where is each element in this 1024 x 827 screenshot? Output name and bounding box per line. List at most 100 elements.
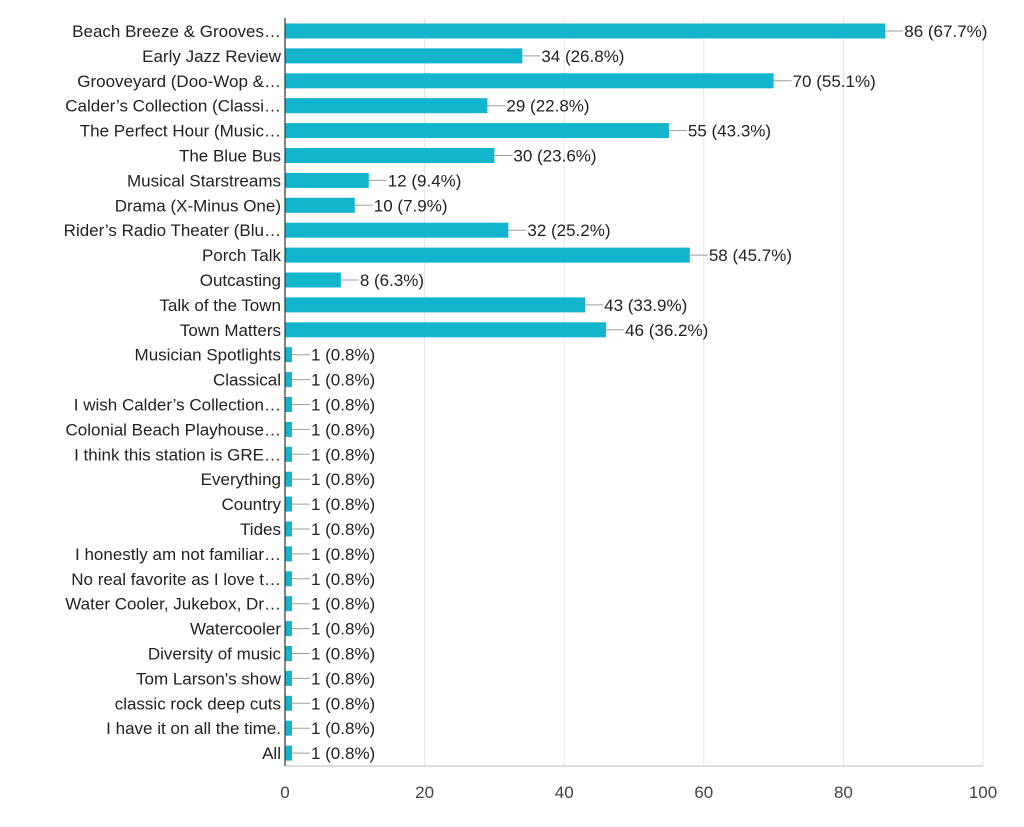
data-label: 1 (0.8%) bbox=[311, 396, 375, 415]
data-label: 1 (0.8%) bbox=[311, 420, 375, 439]
category-label: Water Cooler, Jukebox, Dr… bbox=[65, 595, 281, 614]
data-label: 10 (7.9%) bbox=[374, 196, 448, 215]
bar bbox=[285, 322, 607, 338]
category-label: The Perfect Hour (Music… bbox=[80, 122, 281, 141]
category-label: I think this station is GRE… bbox=[74, 445, 281, 464]
x-tick-label: 60 bbox=[694, 783, 713, 802]
data-label: 46 (36.2%) bbox=[625, 321, 708, 340]
bar bbox=[285, 48, 523, 64]
category-label: Rider’s Radio Theater (Blu… bbox=[64, 221, 281, 240]
x-tick-label: 40 bbox=[555, 783, 574, 802]
bar bbox=[285, 148, 495, 163]
category-label: Town Matters bbox=[180, 321, 281, 340]
bar bbox=[285, 247, 690, 263]
bar bbox=[285, 745, 292, 761]
category-label: I wish Calder’s Collection… bbox=[74, 396, 281, 415]
data-label: 1 (0.8%) bbox=[311, 620, 375, 639]
bar bbox=[285, 571, 292, 587]
category-label: I have it on all the time. bbox=[106, 719, 281, 738]
data-label: 58 (45.7%) bbox=[709, 246, 792, 265]
category-label: Musician Spotlights bbox=[135, 346, 281, 365]
category-label: Talk of the Town bbox=[159, 296, 281, 315]
gridlines bbox=[424, 18, 984, 766]
category-label: classic rock deep cuts bbox=[115, 694, 281, 713]
data-label: 1 (0.8%) bbox=[311, 545, 375, 564]
data-label: 1 (0.8%) bbox=[311, 694, 375, 713]
bar bbox=[285, 123, 669, 139]
data-label: 55 (43.3%) bbox=[688, 122, 771, 141]
category-label: Colonial Beach Playhouse… bbox=[66, 420, 281, 439]
category-label: No real favorite as I love t… bbox=[71, 570, 281, 589]
bars bbox=[285, 23, 886, 761]
x-tick-label: 20 bbox=[415, 783, 434, 802]
data-label: 1 (0.8%) bbox=[311, 570, 375, 589]
category-labels: Beach Breeze & Grooves… Early Jazz Review… bbox=[64, 22, 282, 763]
bar bbox=[285, 596, 292, 612]
data-label: 1 (0.8%) bbox=[311, 371, 375, 390]
bar bbox=[285, 272, 341, 288]
category-label: Beach Breeze & Grooves… bbox=[72, 22, 281, 41]
category-label: Watercooler bbox=[190, 620, 281, 639]
data-labels: 86 (67.7%) 34 (26.8%) 70 (55.1%) 29 (22.8%)… bbox=[291, 22, 987, 763]
bar bbox=[285, 297, 586, 313]
category-label: Porch Talk bbox=[202, 246, 282, 265]
bar bbox=[285, 23, 886, 39]
bar bbox=[285, 695, 292, 711]
bar bbox=[285, 471, 292, 487]
bar bbox=[285, 222, 509, 238]
data-label: 1 (0.8%) bbox=[311, 645, 375, 664]
bar bbox=[285, 521, 292, 537]
data-label: 70 (55.1%) bbox=[793, 72, 876, 91]
bar bbox=[285, 646, 292, 661]
category-label: Drama (X-Minus One) bbox=[115, 196, 281, 215]
data-label: 12 (9.4%) bbox=[388, 171, 462, 190]
x-tick-label: 80 bbox=[834, 783, 853, 802]
category-label: Early Jazz Review bbox=[142, 47, 282, 66]
x-tick-label: 0 bbox=[280, 783, 289, 802]
bar bbox=[285, 347, 292, 363]
data-label: 1 (0.8%) bbox=[311, 719, 375, 738]
data-label: 1 (0.8%) bbox=[311, 520, 375, 539]
bar bbox=[285, 197, 355, 213]
category-label: All bbox=[262, 744, 281, 763]
data-label: 34 (26.8%) bbox=[541, 47, 624, 66]
data-label: 1 (0.8%) bbox=[311, 470, 375, 489]
data-label: 8 (6.3%) bbox=[360, 271, 424, 290]
category-label: I honestly am not familiar… bbox=[75, 545, 281, 564]
data-label: 86 (67.7%) bbox=[904, 22, 987, 41]
data-label: 1 (0.8%) bbox=[311, 445, 375, 464]
category-label: Musical Starstreams bbox=[127, 171, 281, 190]
bar bbox=[285, 496, 292, 512]
data-label: 1 (0.8%) bbox=[311, 669, 375, 688]
data-label: 1 (0.8%) bbox=[311, 744, 375, 763]
data-label: 1 (0.8%) bbox=[311, 595, 375, 614]
bar bbox=[285, 546, 292, 562]
category-label: Calder’s Collection (Classi… bbox=[65, 97, 281, 116]
bar bbox=[285, 98, 488, 114]
bar bbox=[285, 421, 292, 437]
data-label: 30 (23.6%) bbox=[513, 147, 596, 166]
bar bbox=[285, 670, 292, 686]
bar bbox=[285, 172, 369, 188]
category-label: Diversity of music bbox=[148, 645, 282, 664]
data-label: 32 (25.2%) bbox=[527, 221, 610, 240]
data-label: 29 (22.8%) bbox=[506, 97, 589, 116]
category-label: Tom Larson's show bbox=[136, 669, 282, 688]
category-label: The Blue Bus bbox=[179, 147, 281, 166]
data-label: 43 (33.9%) bbox=[604, 296, 687, 315]
axes: 0 20 40 60 80 100 bbox=[280, 18, 997, 802]
data-label: 1 (0.8%) bbox=[311, 346, 375, 365]
bar bbox=[285, 720, 292, 736]
bar bbox=[285, 621, 292, 637]
category-label: Everything bbox=[201, 470, 281, 489]
category-label: Grooveyard (Doo-Wop &… bbox=[77, 72, 281, 91]
bar bbox=[285, 372, 292, 388]
bar bbox=[285, 73, 774, 89]
x-tick-label: 100 bbox=[969, 783, 997, 802]
data-label: 1 (0.8%) bbox=[311, 495, 375, 514]
bar bbox=[285, 397, 292, 412]
category-label: Outcasting bbox=[200, 271, 281, 290]
category-label: Country bbox=[221, 495, 281, 514]
